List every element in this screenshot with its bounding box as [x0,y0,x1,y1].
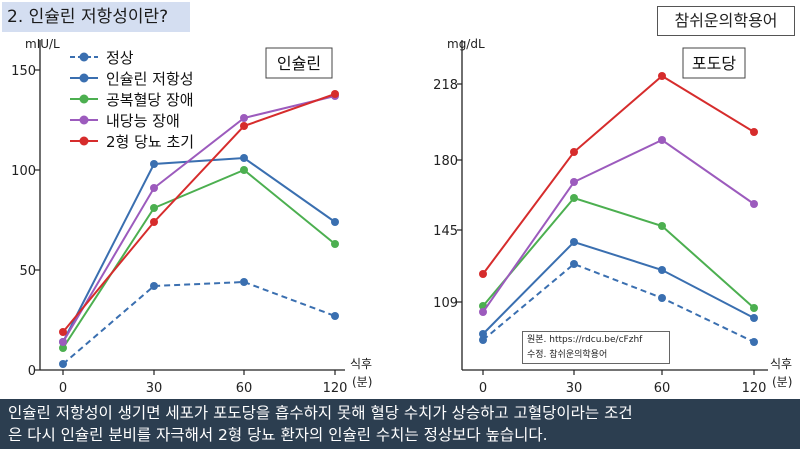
insulin-data-point-4 [240,122,248,130]
glucose-x-axis-unit: (분) [772,375,792,389]
glucose-series-line-4 [482,74,755,275]
insulin-data-point-3 [240,114,248,122]
page-title: 2. 인슐린 저항성이란? [2,2,190,32]
glucose-data-point-0 [479,336,487,344]
glucose-series-line-1 [482,240,755,335]
glucose-data-point-2 [750,304,758,312]
glucose-x-axis-label: 식후 [770,357,792,371]
caption-line-1: 인슐린 저항성이 생기면 세포가 포도당을 흡수하지 못해 혈당 수치가 상승하… [8,404,633,422]
glucose-title-box [682,47,746,79]
insulin-data-point-4 [59,328,67,336]
insulin-data-point-0 [59,360,67,368]
insulin-data-point-3 [59,338,67,346]
glucose-data-point-3 [750,200,758,208]
glucose-y-tick-label: 180 [433,154,458,169]
insulin-series-line-3 [62,95,336,343]
insulin-data-point-1 [331,218,339,226]
insulin-x-tick-label: 120 [323,381,348,396]
insulin-data-point-4 [150,218,158,226]
insulin-series-line-0 [62,280,336,365]
glucose-y-tick-label: 218 [433,78,458,93]
legend-label-4: 2형 당뇨 초기 [106,133,194,151]
insulin-data-point-0 [331,312,339,320]
insulin-data-point-1 [150,160,158,168]
insulin-series-line-4 [62,93,336,333]
glucose-y-tick-label: 145 [433,224,458,239]
legend-label-2: 공복혈당 장애 [106,91,194,109]
source-note: 원본. https://rdcu.be/cFzhf 수정. 참쉬운의학용어 [522,331,670,364]
caption-line-2: 은 다시 인슐린 분비를 자극해서 2형 당뇨 환자의 인슐린 수치는 정상보다… [8,426,548,444]
glucose-x-tick-label: 0 [479,381,487,396]
insulin-data-point-1 [240,154,248,162]
glucose-series-line-3 [482,138,755,313]
insulin-data-point-0 [150,282,158,290]
legend-label-0: 정상 [106,49,134,67]
glucose-data-point-3 [479,308,487,316]
insulin-data-point-2 [150,204,158,212]
insulin-data-point-2 [59,344,67,352]
insulin-y-tick-label: 100 [11,164,36,179]
source-modified: 수정. 참쉬운의학용어 [527,350,608,360]
insulin-x-axis-label: 식후 [350,357,372,371]
insulin-series-line-2 [62,168,336,349]
insulin-y-axis-label: mIU/L [25,37,60,51]
insulin-title-box [265,47,333,79]
glucose-data-point-2 [658,222,666,230]
legend-label-3: 내당능 장애 [106,112,180,130]
insulin-data-point-4 [331,90,339,98]
insulin-x-tick-label: 60 [236,381,253,396]
glucose-x-tick-label: 60 [654,381,671,396]
glucose-data-point-4 [479,270,487,278]
insulin-y-tick-label: 50 [19,264,36,279]
glucose-y-axis-label: mg/dL [447,37,485,51]
glucose-data-point-1 [658,266,666,274]
glucose-series-line-2 [482,196,755,309]
insulin-series-line-1 [62,156,336,343]
glucose-chart-title: 포도당 [692,54,736,73]
legend-marker-2 [79,94,89,104]
source-original: 원본. https://rdcu.be/cFzhf [527,335,643,345]
legend-marker-3 [79,115,89,125]
legend-label-1: 인슐린 저항성 [106,70,194,88]
insulin-y-tick-label: 0 [28,364,36,379]
glucose-series-line-0 [482,262,755,343]
insulin-data-point-0 [240,278,248,286]
glucose-data-point-2 [570,194,578,202]
glucose-x-tick-label: 120 [742,381,767,396]
caption-bar: 인슐린 저항성이 생기면 세포가 포도당을 흡수하지 못해 혈당 수치가 상승하… [0,399,800,449]
insulin-y-tick-label: 150 [11,64,36,79]
glucose-data-point-4 [658,72,666,80]
glucose-data-point-4 [570,148,578,156]
glucose-data-point-0 [658,294,666,302]
glucose-x-tick-label: 30 [566,381,583,396]
insulin-data-point-2 [240,166,248,174]
glucose-y-tick-label: 109 [433,296,458,311]
glucose-data-point-1 [750,314,758,322]
glucose-data-point-1 [479,330,487,338]
insulin-data-point-2 [331,240,339,248]
glucose-data-point-0 [750,338,758,346]
insulin-x-tick-label: 0 [59,381,67,396]
glucose-data-point-0 [570,260,578,268]
insulin-chart-title: 인슐린 [277,54,321,73]
brand-label: 참쉬운의학용어 [657,6,795,36]
legend-marker-0 [79,52,89,62]
glucose-data-point-3 [658,136,666,144]
glucose-data-point-4 [750,128,758,136]
insulin-data-point-3 [150,184,158,192]
legend-marker-1 [79,73,89,83]
glucose-data-point-3 [570,178,578,186]
legend-marker-4 [79,136,89,146]
insulin-x-axis-unit: (분) [352,375,372,389]
insulin-x-tick-label: 30 [146,381,163,396]
glucose-data-point-1 [570,238,578,246]
